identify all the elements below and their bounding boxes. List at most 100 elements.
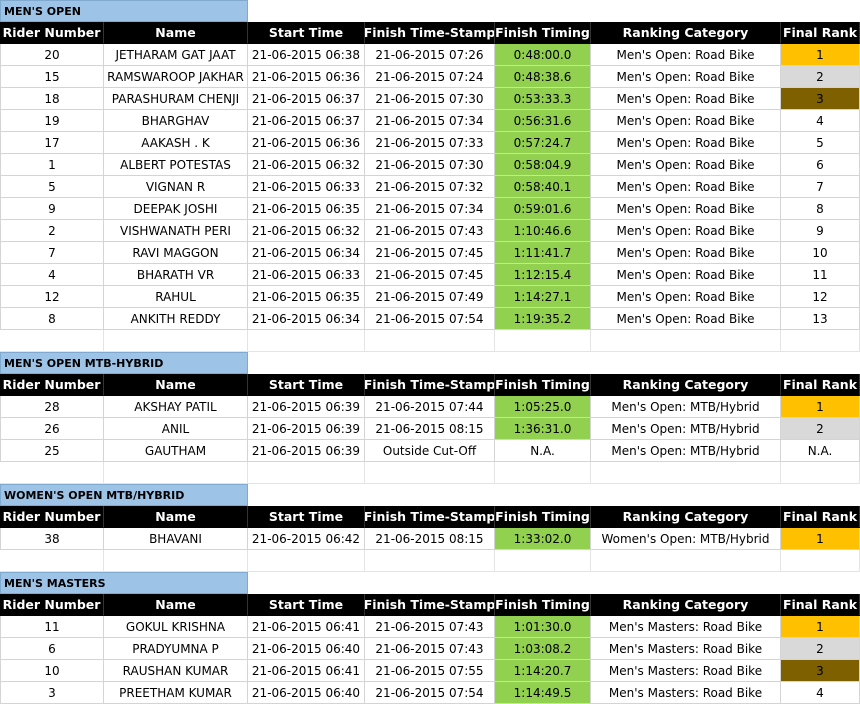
header-name[interactable]: Name	[104, 506, 248, 528]
cell-finish-time-stamp[interactable]: 21-06-2015 07:54	[365, 682, 495, 704]
empty-cell[interactable]	[781, 462, 860, 484]
empty-cell[interactable]	[365, 550, 495, 572]
cell-finish-timing[interactable]: 0:58:04.9	[495, 154, 591, 176]
cell-name[interactable]: PARASHURAM CHENJI	[104, 88, 248, 110]
cell-rider-number[interactable]: 25	[0, 440, 104, 462]
cell-start-time[interactable]: 21-06-2015 06:39	[248, 418, 365, 440]
cell-rider-number[interactable]: 38	[0, 528, 104, 550]
header-name[interactable]: Name	[104, 22, 248, 44]
header-final-rank[interactable]: Final Rank	[781, 594, 860, 616]
empty-cell[interactable]	[591, 330, 781, 352]
cell-start-time[interactable]: 21-06-2015 06:34	[248, 308, 365, 330]
cell-name[interactable]: DEEPAK JOSHI	[104, 198, 248, 220]
cell-rider-number[interactable]: 3	[0, 682, 104, 704]
cell-rider-number[interactable]: 28	[0, 396, 104, 418]
cell-ranking-category[interactable]: Women's Open: MTB/Hybrid	[591, 528, 781, 550]
cell-ranking-category[interactable]: Men's Open: Road Bike	[591, 242, 781, 264]
cell-start-time[interactable]: 21-06-2015 06:35	[248, 198, 365, 220]
cell-finish-time-stamp[interactable]: 21-06-2015 07:26	[365, 44, 495, 66]
section-title[interactable]: MEN'S OPEN MTB-HYBRID	[0, 352, 248, 374]
cell-final-rank[interactable]: 11	[781, 264, 860, 286]
cell-ranking-category[interactable]: Men's Open: Road Bike	[591, 88, 781, 110]
cell-finish-timing[interactable]: 1:10:46.6	[495, 220, 591, 242]
header-finish-time-stamp[interactable]: Finish Time-Stamp	[365, 374, 495, 396]
cell-ranking-category[interactable]: Men's Open: Road Bike	[591, 110, 781, 132]
cell-finish-timing[interactable]: 1:01:30.0	[495, 616, 591, 638]
cell-finish-timing[interactable]: N.A.	[495, 440, 591, 462]
cell-start-time[interactable]: 21-06-2015 06:37	[248, 88, 365, 110]
empty-cell[interactable]	[248, 462, 365, 484]
header-finish-timing[interactable]: Finish Timing	[495, 374, 591, 396]
cell-final-rank[interactable]: 4	[781, 682, 860, 704]
cell-rider-number[interactable]: 4	[0, 264, 104, 286]
cell-name[interactable]: BHARGHAV	[104, 110, 248, 132]
cell-start-time[interactable]: 21-06-2015 06:40	[248, 638, 365, 660]
cell-ranking-category[interactable]: Men's Open: MTB/Hybrid	[591, 396, 781, 418]
cell-finish-time-stamp[interactable]: 21-06-2015 08:15	[365, 418, 495, 440]
cell-final-rank[interactable]: 13	[781, 308, 860, 330]
cell-name[interactable]: BHAVANI	[104, 528, 248, 550]
cell-ranking-category[interactable]: Men's Masters: Road Bike	[591, 638, 781, 660]
header-final-rank[interactable]: Final Rank	[781, 22, 860, 44]
cell-finish-time-stamp[interactable]: 21-06-2015 07:34	[365, 198, 495, 220]
cell-name[interactable]: BHARATH VR	[104, 264, 248, 286]
cell-rider-number[interactable]: 12	[0, 286, 104, 308]
cell-final-rank[interactable]: 1	[781, 396, 860, 418]
empty-cell[interactable]	[365, 462, 495, 484]
cell-finish-time-stamp[interactable]: 21-06-2015 07:45	[365, 264, 495, 286]
cell-name[interactable]: AKSHAY PATIL	[104, 396, 248, 418]
cell-final-rank[interactable]: 1	[781, 616, 860, 638]
cell-final-rank[interactable]: N.A.	[781, 440, 860, 462]
header-finish-timing[interactable]: Finish Timing	[495, 22, 591, 44]
cell-rider-number[interactable]: 10	[0, 660, 104, 682]
cell-finish-time-stamp[interactable]: 21-06-2015 07:43	[365, 616, 495, 638]
cell-start-time[interactable]: 21-06-2015 06:39	[248, 440, 365, 462]
section-title[interactable]: WOMEN'S OPEN MTB/HYBRID	[0, 484, 248, 506]
cell-finish-timing[interactable]: 1:36:31.0	[495, 418, 591, 440]
header-finish-timing[interactable]: Finish Timing	[495, 594, 591, 616]
cell-start-time[interactable]: 21-06-2015 06:41	[248, 616, 365, 638]
cell-name[interactable]: GAUTHAM	[104, 440, 248, 462]
cell-start-time[interactable]: 21-06-2015 06:37	[248, 110, 365, 132]
cell-finish-timing[interactable]: 1:33:02.0	[495, 528, 591, 550]
header-rider-number[interactable]: Rider Number	[0, 374, 104, 396]
cell-finish-time-stamp[interactable]: 21-06-2015 07:54	[365, 308, 495, 330]
empty-cell[interactable]	[781, 330, 860, 352]
cell-final-rank[interactable]: 3	[781, 88, 860, 110]
header-start-time[interactable]: Start Time	[248, 506, 365, 528]
cell-finish-time-stamp[interactable]: 21-06-2015 07:30	[365, 154, 495, 176]
cell-start-time[interactable]: 21-06-2015 06:32	[248, 220, 365, 242]
header-finish-time-stamp[interactable]: Finish Time-Stamp	[365, 594, 495, 616]
cell-ranking-category[interactable]: Men's Masters: Road Bike	[591, 660, 781, 682]
cell-finish-timing[interactable]: 1:05:25.0	[495, 396, 591, 418]
cell-start-time[interactable]: 21-06-2015 06:33	[248, 176, 365, 198]
header-ranking-category[interactable]: Ranking Category	[591, 594, 781, 616]
cell-ranking-category[interactable]: Men's Open: Road Bike	[591, 264, 781, 286]
header-finish-time-stamp[interactable]: Finish Time-Stamp	[365, 506, 495, 528]
cell-ranking-category[interactable]: Men's Masters: Road Bike	[591, 682, 781, 704]
cell-start-time[interactable]: 21-06-2015 06:35	[248, 286, 365, 308]
empty-cell[interactable]	[365, 330, 495, 352]
cell-rider-number[interactable]: 7	[0, 242, 104, 264]
cell-finish-timing[interactable]: 0:48:00.0	[495, 44, 591, 66]
cell-final-rank[interactable]: 6	[781, 154, 860, 176]
cell-rider-number[interactable]: 17	[0, 132, 104, 154]
cell-final-rank[interactable]: 4	[781, 110, 860, 132]
cell-finish-time-stamp[interactable]: 21-06-2015 07:43	[365, 638, 495, 660]
empty-cell[interactable]	[248, 330, 365, 352]
cell-final-rank[interactable]: 1	[781, 44, 860, 66]
cell-name[interactable]: AAKASH . K	[104, 132, 248, 154]
cell-start-time[interactable]: 21-06-2015 06:41	[248, 660, 365, 682]
cell-final-rank[interactable]: 10	[781, 242, 860, 264]
cell-start-time[interactable]: 21-06-2015 06:36	[248, 66, 365, 88]
cell-finish-time-stamp[interactable]: 21-06-2015 07:49	[365, 286, 495, 308]
cell-final-rank[interactable]: 7	[781, 176, 860, 198]
cell-finish-timing[interactable]: 0:59:01.6	[495, 198, 591, 220]
cell-name[interactable]: VISHWANATH PERI	[104, 220, 248, 242]
header-start-time[interactable]: Start Time	[248, 22, 365, 44]
cell-final-rank[interactable]: 2	[781, 638, 860, 660]
section-title[interactable]: MEN'S MASTERS	[0, 572, 248, 594]
cell-start-time[interactable]: 21-06-2015 06:38	[248, 44, 365, 66]
cell-ranking-category[interactable]: Men's Open: Road Bike	[591, 176, 781, 198]
cell-ranking-category[interactable]: Men's Open: Road Bike	[591, 308, 781, 330]
